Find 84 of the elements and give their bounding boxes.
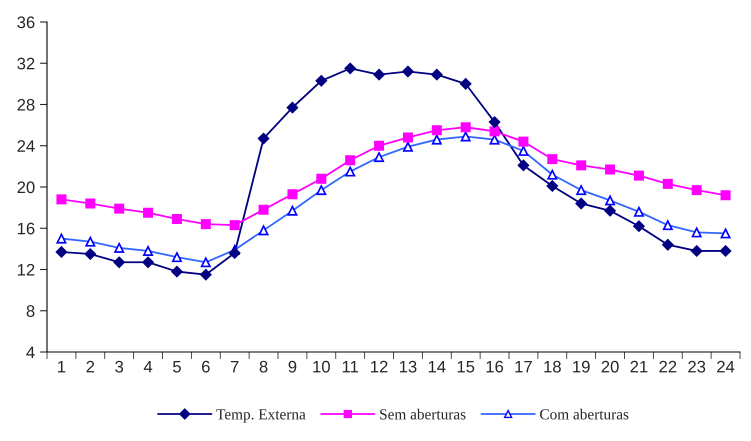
point <box>374 140 384 151</box>
point <box>171 266 183 278</box>
y-tick-label: 32 <box>17 58 34 70</box>
point <box>692 185 702 196</box>
point <box>85 198 96 208</box>
x-tick-label: 6 <box>202 360 210 373</box>
point <box>373 68 385 80</box>
point <box>575 198 587 210</box>
y-tick-label: 28 <box>17 98 34 111</box>
x-tick-label: 24 <box>717 360 734 372</box>
point <box>258 132 270 144</box>
point <box>316 75 328 87</box>
point <box>56 194 66 204</box>
point <box>432 125 442 136</box>
x-tick-label: 5 <box>172 360 181 373</box>
x-tick-label: 14 <box>428 360 446 372</box>
x-tick-label: 10 <box>313 360 330 373</box>
point <box>402 132 413 142</box>
point <box>200 219 211 230</box>
x-tick-label: 13 <box>400 360 416 373</box>
legend-label: Com aberturas <box>540 408 628 420</box>
x-tick-label: 18 <box>544 360 561 373</box>
point <box>720 190 731 200</box>
x-tick-label: 16 <box>486 360 504 373</box>
point <box>345 155 356 166</box>
point <box>113 256 125 268</box>
point <box>200 268 212 280</box>
y-tick-label: 20 <box>17 181 35 194</box>
y-tick-label: 24 <box>17 140 35 152</box>
point <box>690 245 702 257</box>
x-tick-label: 21 <box>630 360 648 372</box>
x-tick-label: 2 <box>86 360 94 372</box>
x-tick-label: 9 <box>288 360 296 373</box>
x-tick-label: 22 <box>659 360 676 372</box>
point <box>488 116 500 128</box>
point <box>662 239 674 250</box>
point <box>460 78 472 90</box>
x-tick-label: 19 <box>573 360 590 373</box>
point <box>720 245 732 257</box>
x-tick-label: 11 <box>342 360 358 372</box>
x-tick-label: 20 <box>602 360 619 373</box>
point <box>662 178 673 189</box>
point <box>604 204 616 216</box>
point <box>576 160 586 170</box>
x-tick-label: 15 <box>458 360 474 373</box>
x-tick-label: 1 <box>58 360 66 372</box>
point <box>56 246 68 258</box>
point <box>143 208 154 218</box>
y-tick-label: 12 <box>18 264 34 276</box>
point <box>114 204 124 214</box>
point <box>490 126 500 136</box>
x-tick-label: 23 <box>688 360 706 373</box>
y-tick-label: 36 <box>17 16 34 28</box>
x-tick-label: 12 <box>371 360 388 372</box>
x-tick-label: 4 <box>144 360 152 372</box>
legend-label: Sem aberturas <box>380 408 466 420</box>
y-tick-label: 4 <box>26 346 35 358</box>
point <box>286 102 298 114</box>
point <box>518 160 530 172</box>
x-tick-label: 3 <box>115 360 124 373</box>
point <box>84 248 96 260</box>
point <box>460 122 471 132</box>
y-tick-label: 8 <box>26 305 34 317</box>
point <box>230 220 240 230</box>
point <box>518 136 528 147</box>
point <box>287 189 298 200</box>
point <box>547 154 558 164</box>
point <box>228 247 240 259</box>
point <box>258 204 269 215</box>
point <box>402 66 414 78</box>
point <box>634 170 644 181</box>
x-tick-label: 17 <box>515 360 532 372</box>
point <box>546 180 558 192</box>
y-tick-label: 16 <box>18 222 34 234</box>
point <box>142 256 154 268</box>
point <box>316 174 326 184</box>
point <box>431 68 443 80</box>
x-tick-label: 7 <box>230 360 238 372</box>
x-tick-label: 8 <box>260 360 268 373</box>
point <box>605 164 616 174</box>
point <box>344 62 356 74</box>
point <box>172 214 182 224</box>
point <box>633 220 645 232</box>
legend-label: Temp. Externa <box>216 409 306 423</box>
